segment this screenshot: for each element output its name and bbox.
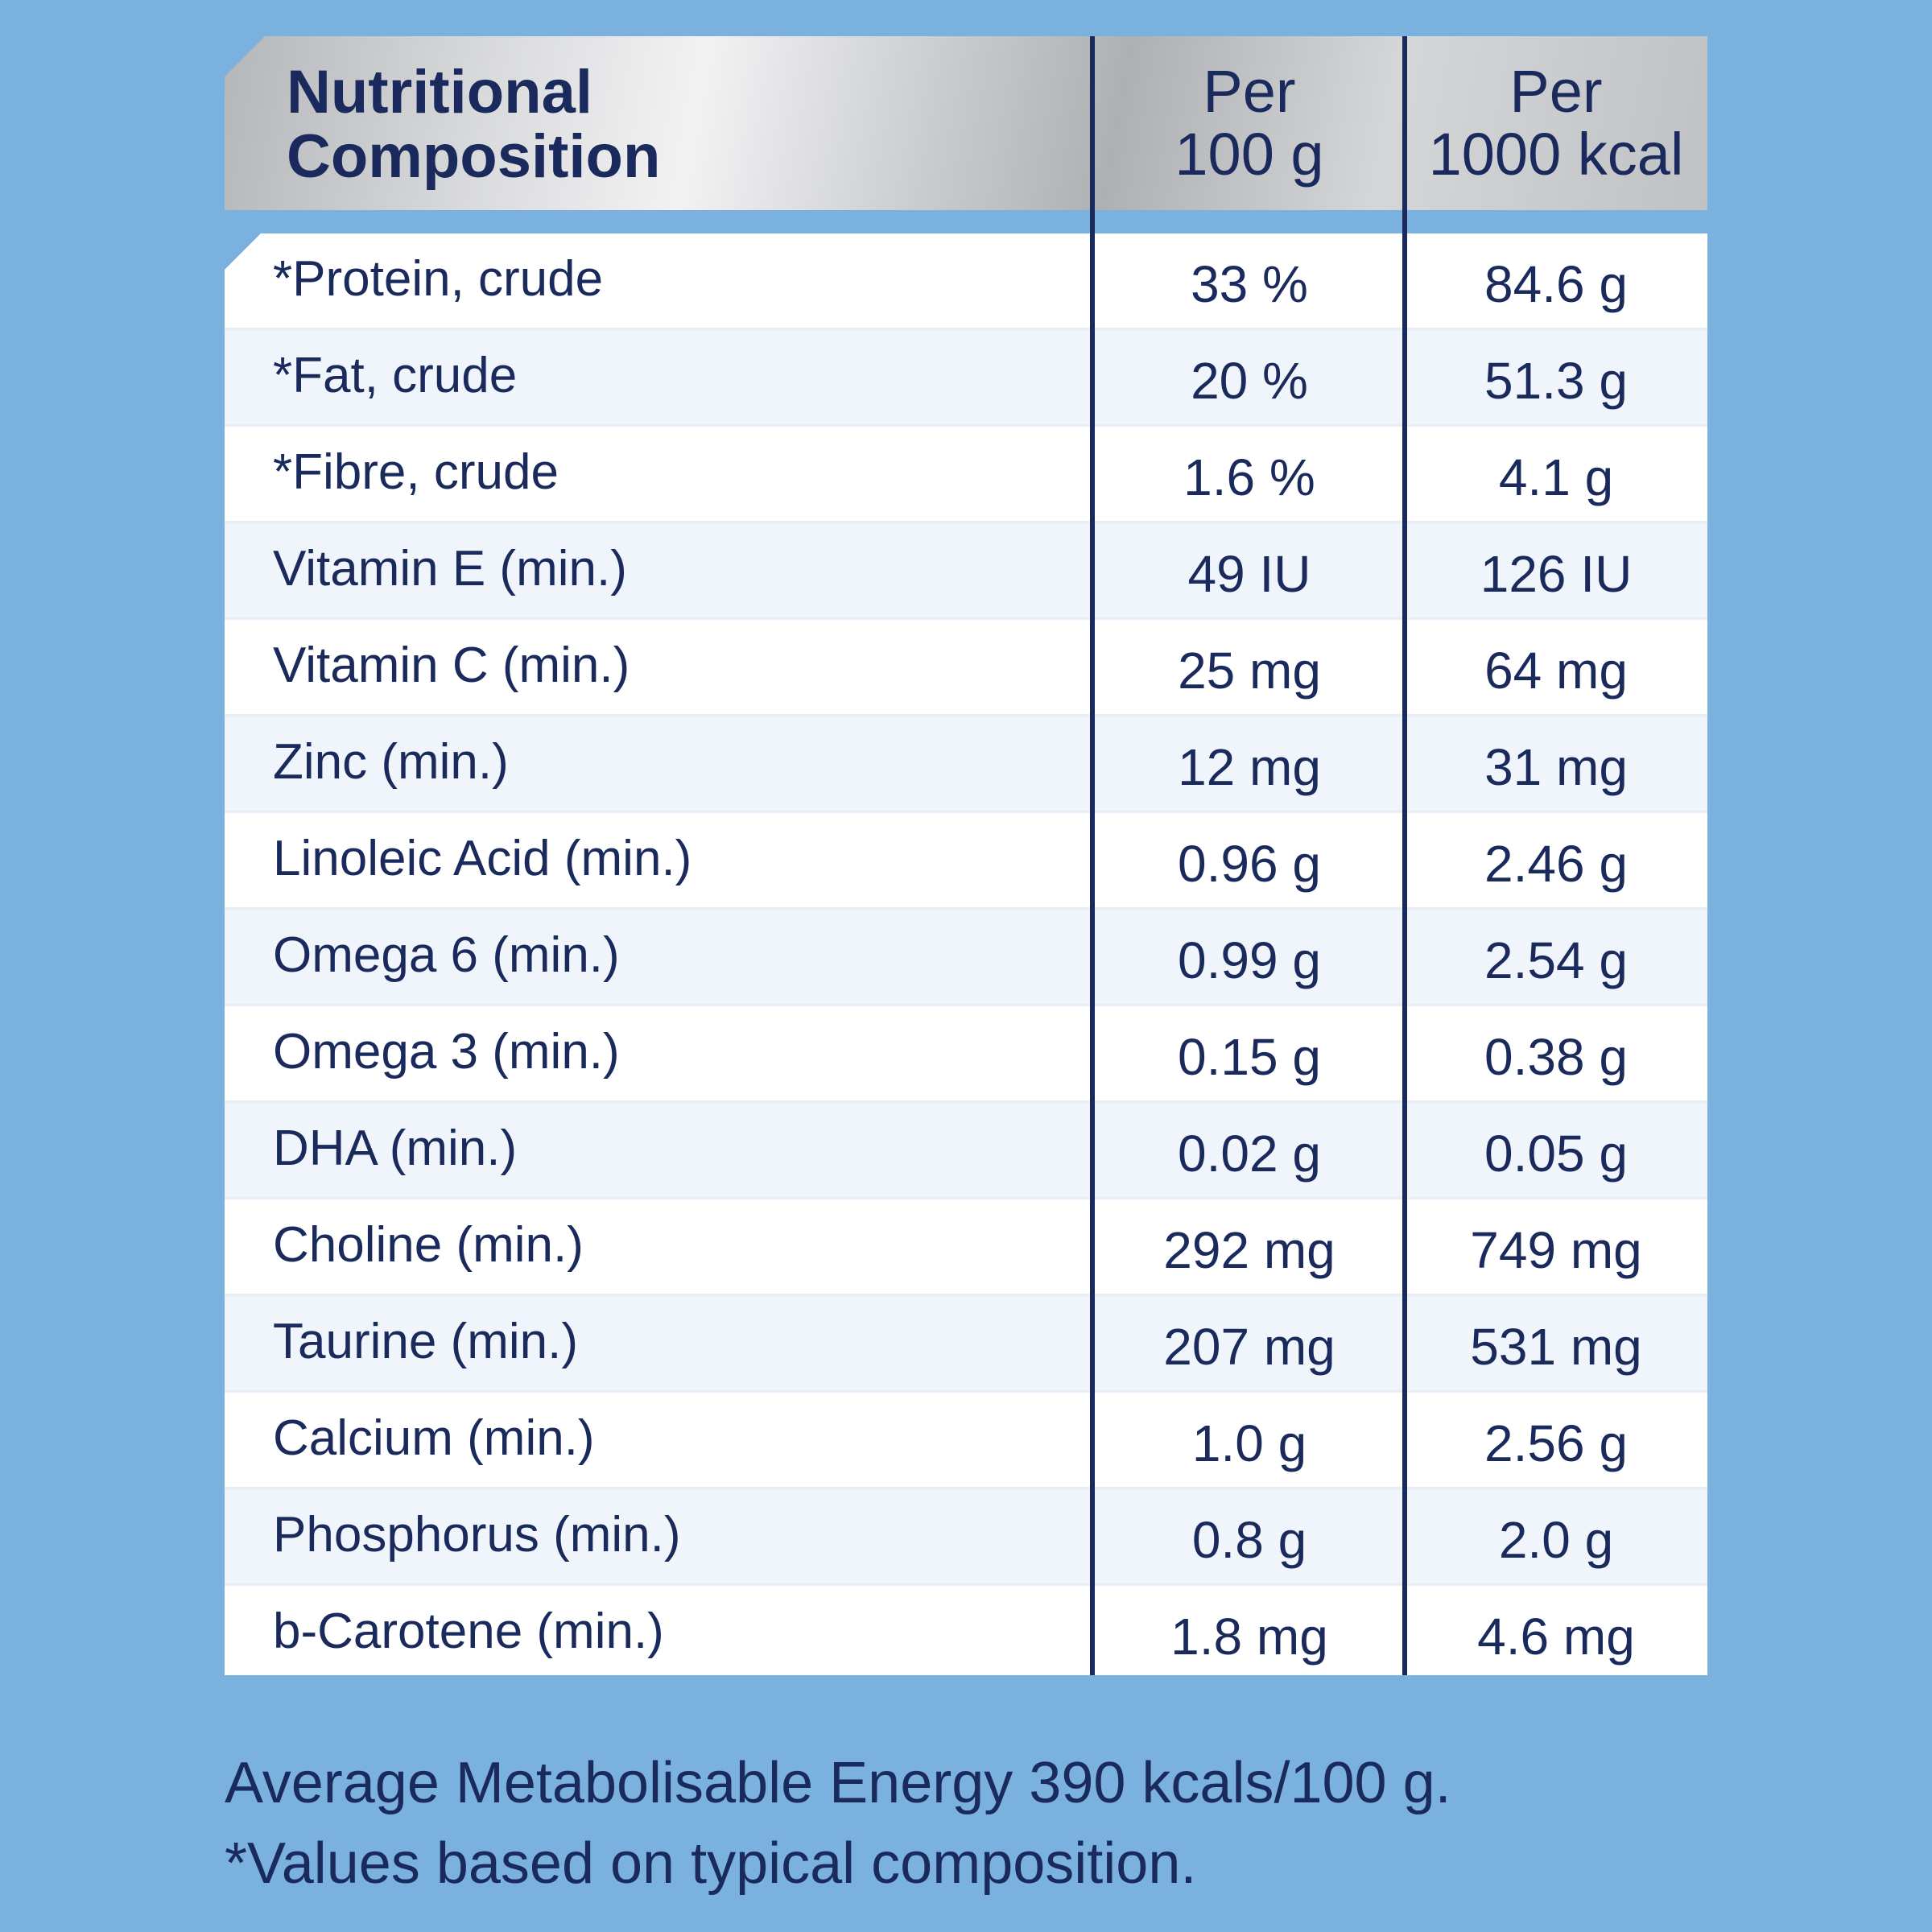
value-per-1000kcal: 0.05 g: [1484, 1125, 1628, 1183]
nutrient-label: *Fibre, crude: [273, 444, 559, 500]
value-per-100g: 0.02 g: [1178, 1125, 1321, 1183]
value-per-1000kcal: 531 mg: [1470, 1318, 1642, 1376]
value-per-100g: 207 mg: [1163, 1318, 1335, 1376]
nutrient-label: Calcium (min.): [273, 1410, 595, 1466]
value-per-1000kcal: 0.38 g: [1484, 1028, 1628, 1086]
value-per-100g: 12 mg: [1178, 738, 1321, 796]
value-per-100g: 1.6 %: [1183, 448, 1315, 506]
value-per-100g: 49 IU: [1187, 545, 1311, 603]
nutrient-label: Omega 3 (min.): [273, 1024, 620, 1080]
value-per-1000kcal: 2.56 g: [1484, 1414, 1628, 1472]
typical-composition-note: *Values based on typical composition.: [225, 1831, 1197, 1896]
value-per-1000kcal: 84.6 g: [1484, 255, 1628, 313]
nutrient-label: *Protein, crude: [273, 251, 604, 307]
nutrient-label: *Fat, crude: [273, 348, 518, 403]
value-per-100g: 33 %: [1191, 255, 1308, 313]
nutrient-label: Omega 6 (min.): [273, 927, 620, 983]
column-header-per-1000kcal-line1: Per: [1509, 58, 1603, 125]
value-per-1000kcal: 51.3 g: [1484, 352, 1628, 410]
table-row: DHA (min.) 0.02 g 0.05 g: [225, 1103, 1707, 1199]
value-per-100g: 20 %: [1191, 352, 1308, 410]
table-row: Choline (min.) 292 mg 749 mg: [225, 1199, 1707, 1296]
nutrient-label: Zinc (min.): [273, 734, 509, 790]
nutrient-label: Vitamin E (min.): [273, 541, 627, 597]
value-per-1000kcal: 2.54 g: [1484, 931, 1628, 989]
nutrient-label: Vitamin C (min.): [273, 638, 630, 693]
table-body: *Protein, crude 33 % 84.6 g *Fat, crude …: [225, 233, 1707, 1675]
value-per-1000kcal: 2.0 g: [1498, 1511, 1614, 1569]
table-row: Vitamin C (min.) 25 mg 64 mg: [225, 620, 1707, 716]
table-title: Nutritional Composition: [287, 60, 660, 189]
value-per-1000kcal: 126 IU: [1480, 545, 1633, 603]
nutrient-label: Taurine (min.): [273, 1314, 578, 1369]
value-per-1000kcal: 4.6 mg: [1477, 1608, 1635, 1666]
table-row: *Protein, crude 33 % 84.6 g: [225, 233, 1707, 330]
nutrition-table: Nutritional Composition Per 100 g Per 10…: [225, 36, 1707, 1675]
nutrient-label: Choline (min.): [273, 1217, 584, 1273]
value-per-100g: 25 mg: [1178, 642, 1321, 700]
value-per-100g: 292 mg: [1163, 1221, 1335, 1279]
table-row: Taurine (min.) 207 mg 531 mg: [225, 1296, 1707, 1393]
table-row: Linoleic Acid (min.) 0.96 g 2.46 g: [225, 813, 1707, 910]
column-divider: [1402, 36, 1407, 1675]
value-per-1000kcal: 749 mg: [1470, 1221, 1642, 1279]
table-row: Vitamin E (min.) 49 IU 126 IU: [225, 523, 1707, 620]
table-title-line2: Composition: [287, 122, 661, 191]
nutrient-label: Phosphorus (min.): [273, 1507, 681, 1563]
nutrient-label: Linoleic Acid (min.): [273, 831, 692, 886]
nutrient-label: DHA (min.): [273, 1121, 518, 1176]
table-row: *Fibre, crude 1.6 % 4.1 g: [225, 427, 1707, 523]
table-row: b-Carotene (min.) 1.8 mg 4.6 mg: [225, 1586, 1707, 1675]
footnotes: Average Metabolisable Energy 390 kcals/1…: [225, 1743, 1754, 1904]
table-row: Calcium (min.) 1.0 g 2.56 g: [225, 1393, 1707, 1489]
table-row: Omega 3 (min.) 0.15 g 0.38 g: [225, 1006, 1707, 1103]
table-row: Omega 6 (min.) 0.99 g 2.54 g: [225, 910, 1707, 1006]
value-per-100g: 0.99 g: [1178, 931, 1321, 989]
energy-note: Average Metabolisable Energy 390 kcals/1…: [225, 1751, 1451, 1815]
value-per-100g: 0.8 g: [1191, 1511, 1307, 1569]
value-per-1000kcal: 2.46 g: [1484, 835, 1628, 893]
value-per-1000kcal: 64 mg: [1484, 642, 1628, 700]
column-header-per-100g-line2: 100 g: [1174, 121, 1324, 188]
value-per-1000kcal: 31 mg: [1484, 738, 1628, 796]
column-divider: [1090, 36, 1095, 1675]
value-per-100g: 1.0 g: [1191, 1414, 1307, 1472]
table-title-line1: Nutritional: [287, 58, 592, 126]
column-header-per-1000kcal-line2: 1000 kcal: [1428, 121, 1684, 188]
column-header-per-100g-line1: Per: [1203, 58, 1296, 125]
column-header-per-100g: Per 100 g: [1092, 60, 1406, 186]
value-per-100g: 0.96 g: [1178, 835, 1321, 893]
table-row: Zinc (min.) 12 mg 31 mg: [225, 716, 1707, 813]
column-header-per-1000kcal: Per 1000 kcal: [1405, 60, 1707, 186]
value-per-100g: 1.8 mg: [1170, 1608, 1328, 1666]
nutrient-label: b-Carotene (min.): [273, 1604, 664, 1659]
table-header: Nutritional Composition Per 100 g Per 10…: [225, 36, 1707, 210]
table-row: Phosphorus (min.) 0.8 g 2.0 g: [225, 1489, 1707, 1586]
table-row: *Fat, crude 20 % 51.3 g: [225, 330, 1707, 427]
value-per-100g: 0.15 g: [1178, 1028, 1321, 1086]
value-per-1000kcal: 4.1 g: [1498, 448, 1614, 506]
